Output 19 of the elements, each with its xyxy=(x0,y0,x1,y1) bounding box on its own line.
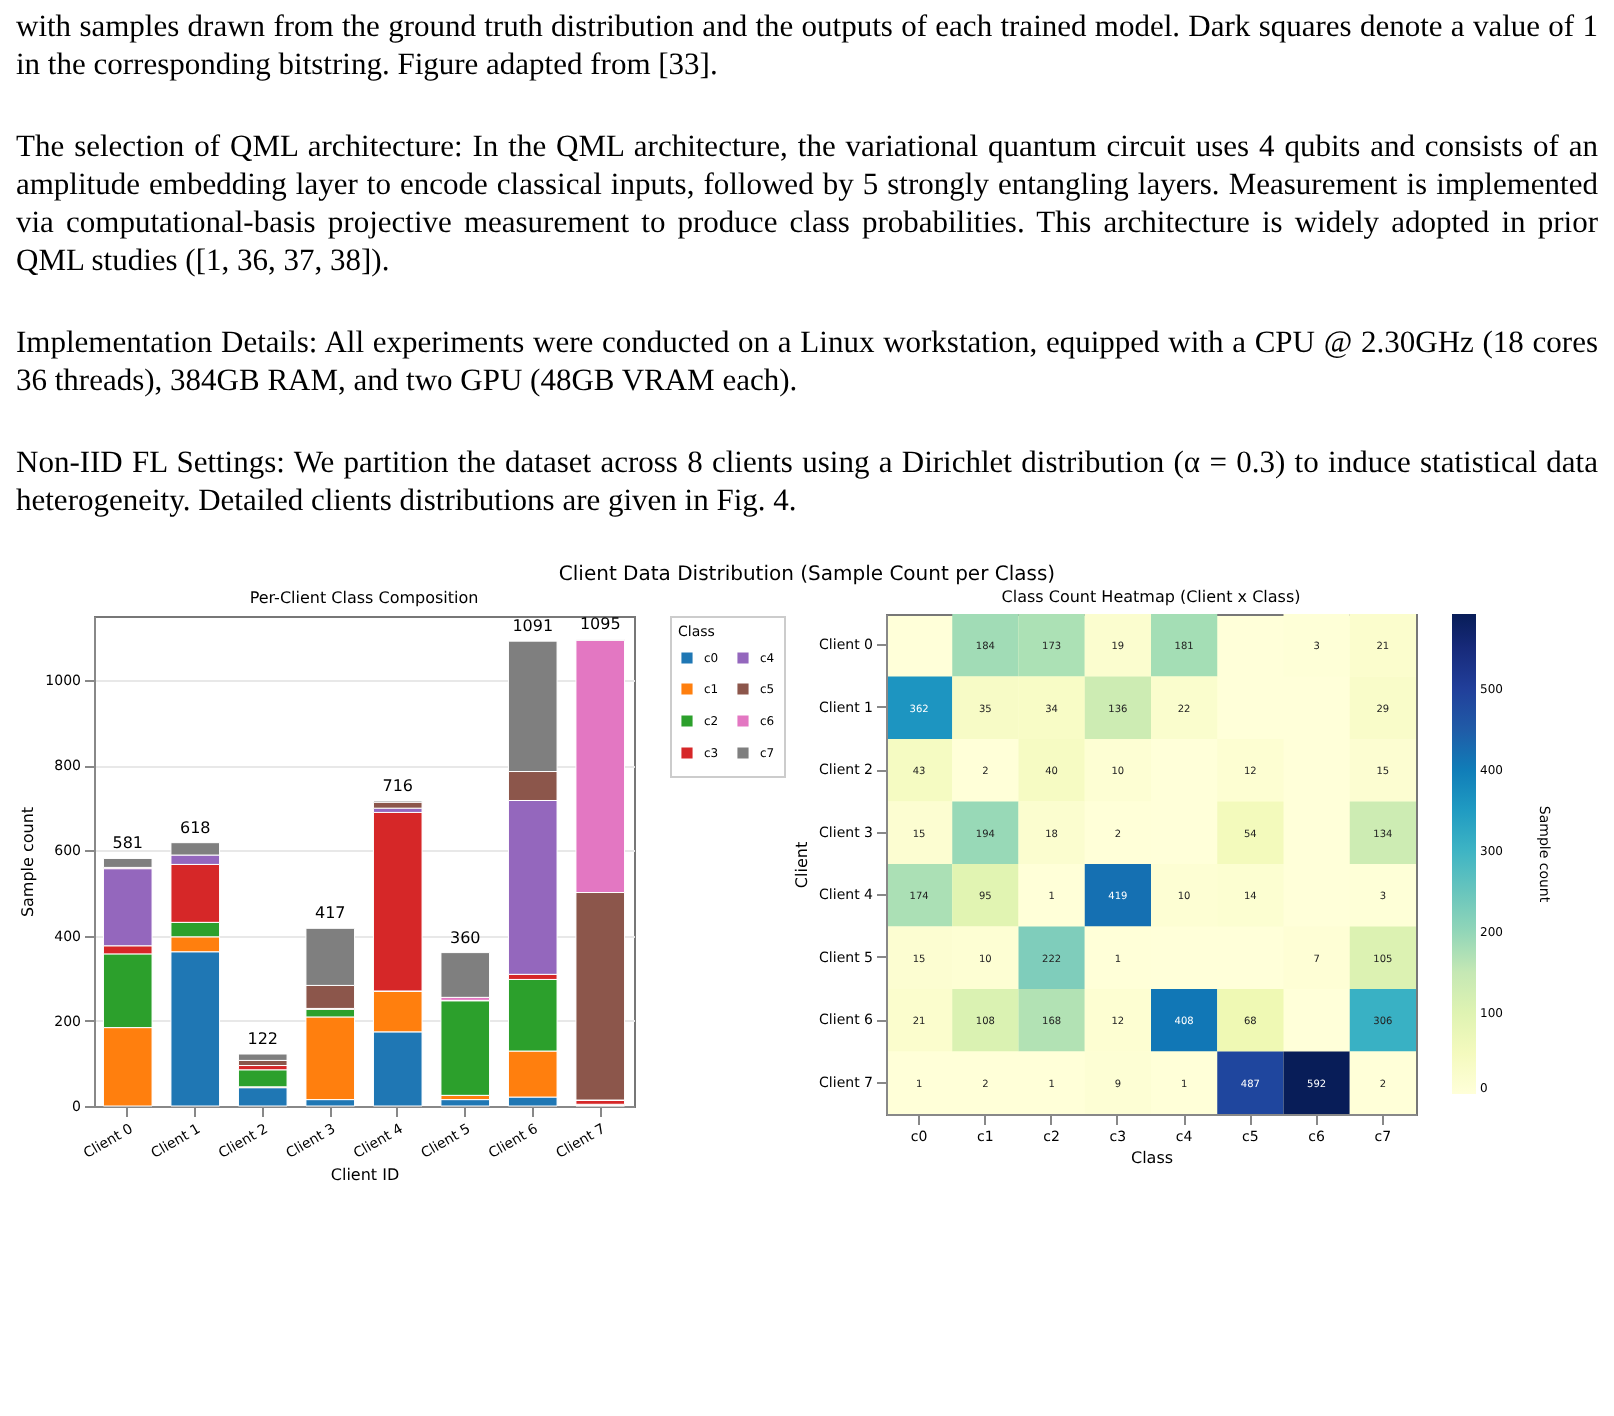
total-label: 417 xyxy=(314,904,346,923)
text: Non-IID FL Settings: We partition the dataset across 8 clients using a Dirichlet distribution (α = 0.3) to induce statistical data heterogeneity. Detailed clients distributions are given in Fig. 4. xyxy=(16,444,1598,520)
total-label: 716 xyxy=(382,776,414,795)
total-label: 1095 xyxy=(579,615,621,634)
x-axis-title: Class xyxy=(1130,1149,1174,1167)
x-axis-title: Client ID xyxy=(330,1166,400,1185)
text: with samples drawn from the ground truth distribution and the outputs of each trained model. Dark squares denote a value of 1 in the corresponding bitstring. Figure adapted from [33]. xyxy=(16,8,1598,84)
total-label: 360 xyxy=(449,928,481,947)
total-label: 122 xyxy=(247,1030,279,1049)
text: Implementation Details: All experiments were conducted on a Linux workstation, equipped with a CPU @ 2.30GHz (18 cores 36 threads), 384GB RAM, and two GPU (48GB VRAM each). xyxy=(16,324,1598,400)
total-label: 581 xyxy=(112,834,144,853)
chart-title: Per-Client Class Composition xyxy=(249,589,479,607)
total-label: 1091 xyxy=(512,617,554,636)
total-label: 618 xyxy=(179,818,211,837)
y-axis-title: Sample count xyxy=(19,806,38,918)
text: The selection of QML architecture: In the QML architecture, the variational quantum circuit uses 4 qubits and consists of an amplitude embedding layer to encode classical inputs, followed by 5 strongly entangling layers. Measurement is implemented via computational-basis projective measurement to produce class probabilities. This architecture is widely adopted in prior QML studies ([1, 36, 37, 38]). xyxy=(16,128,1598,280)
chart-title: Class Count Heatmap (Client x Class) xyxy=(1001,588,1301,606)
y-axis-title: Client xyxy=(793,841,812,889)
text: Client Data Distribution (Sample Count per Class) xyxy=(556,564,1058,586)
